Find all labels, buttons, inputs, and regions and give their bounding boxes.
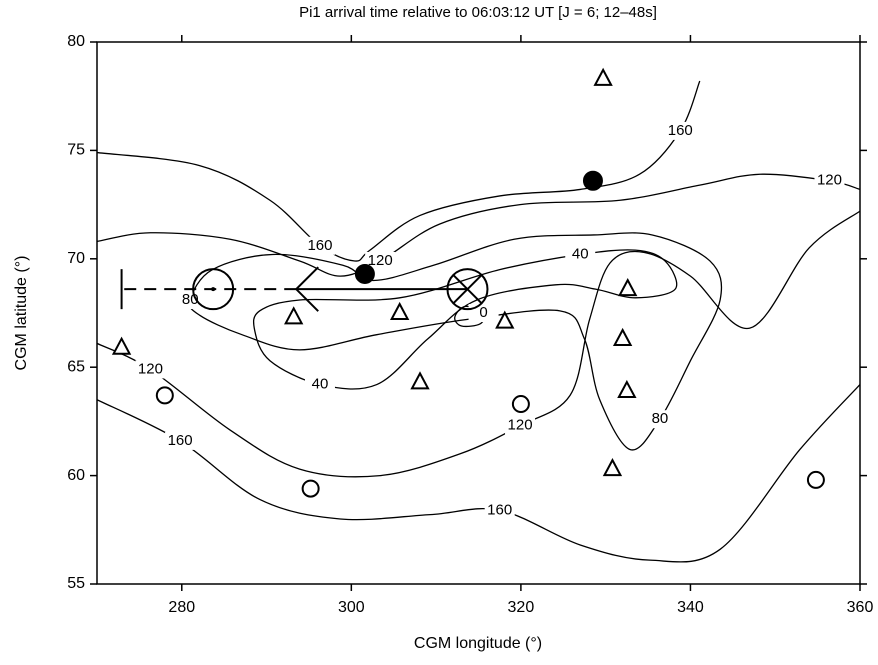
contour-label-bg — [165, 431, 196, 450]
contour-label-bg — [644, 410, 675, 429]
contour-line — [97, 80, 701, 262]
station-circle — [806, 470, 825, 489]
contour-label: 40 — [572, 245, 589, 262]
station-triangle — [495, 310, 515, 329]
contour-line — [188, 232, 723, 451]
y-tick-label: 60 — [67, 467, 85, 484]
contour-label-bg — [304, 375, 335, 394]
y-tick-label: 70 — [67, 250, 85, 267]
large-circle — [192, 268, 235, 311]
station-filled — [354, 263, 375, 284]
station-triangle — [612, 327, 633, 347]
contour-label: 80 — [652, 410, 669, 427]
contour-line — [97, 210, 860, 478]
contour-label-bg — [484, 501, 515, 520]
contour-line — [97, 384, 860, 563]
station-triangle — [389, 301, 410, 320]
contour-label: 160 — [168, 432, 193, 449]
contour-label: 0 — [479, 304, 487, 321]
contour-label: 120 — [368, 252, 393, 269]
x-tick-label: 360 — [847, 599, 874, 616]
x-tick-label: 320 — [508, 599, 535, 616]
contour-label: 40 — [312, 376, 329, 393]
contour-label-bg — [665, 121, 696, 140]
y-tick-label: 55 — [67, 575, 85, 592]
vector-head — [294, 266, 319, 312]
y-axis-label: CGM latitude (°) — [13, 256, 30, 371]
contour-label-bg — [505, 416, 536, 435]
plot-frame — [96, 41, 861, 585]
station-triangle — [602, 457, 623, 477]
cross — [452, 274, 483, 304]
contour-label: 160 — [307, 237, 332, 254]
x-tick-label: 340 — [677, 599, 704, 616]
station-triangle — [617, 379, 637, 399]
y-tick-label: 65 — [67, 358, 85, 375]
contour-label: 120 — [138, 360, 163, 377]
center-dot — [211, 287, 216, 292]
chart-title: Pi1 arrival time relative to 06:03:12 UT… — [299, 4, 657, 21]
contour-label: 160 — [487, 501, 512, 518]
contour-label-bg — [814, 171, 845, 190]
station-triangle — [410, 371, 430, 390]
y-tick-label: 80 — [67, 33, 85, 50]
contour-label-bg — [175, 290, 206, 309]
station-triangle — [618, 278, 638, 297]
x-axis-label: CGM longitude (°) — [414, 635, 542, 652]
station-circle — [155, 386, 174, 405]
station-circle — [301, 479, 320, 498]
station-triangle — [593, 67, 613, 86]
contour-label-bg — [365, 251, 396, 270]
contour-label-bg — [135, 360, 166, 379]
station-triangle — [284, 306, 304, 325]
contour-label-bg — [304, 236, 335, 255]
contour-label-bg — [468, 304, 499, 322]
contour-line — [97, 173, 860, 277]
x-tick-label: 300 — [338, 599, 365, 616]
y-tick-label: 75 — [67, 142, 85, 159]
station-filled — [582, 170, 603, 191]
contour-label: 120 — [508, 417, 533, 434]
crossed-circle — [446, 268, 489, 311]
station-circle — [511, 395, 530, 414]
contour-label: 160 — [668, 122, 693, 139]
contour-label-bg — [565, 245, 596, 264]
contour-line — [252, 249, 678, 390]
station-triangle — [111, 336, 132, 355]
x-tick-label: 280 — [168, 599, 195, 616]
contour-label: 120 — [817, 172, 842, 189]
